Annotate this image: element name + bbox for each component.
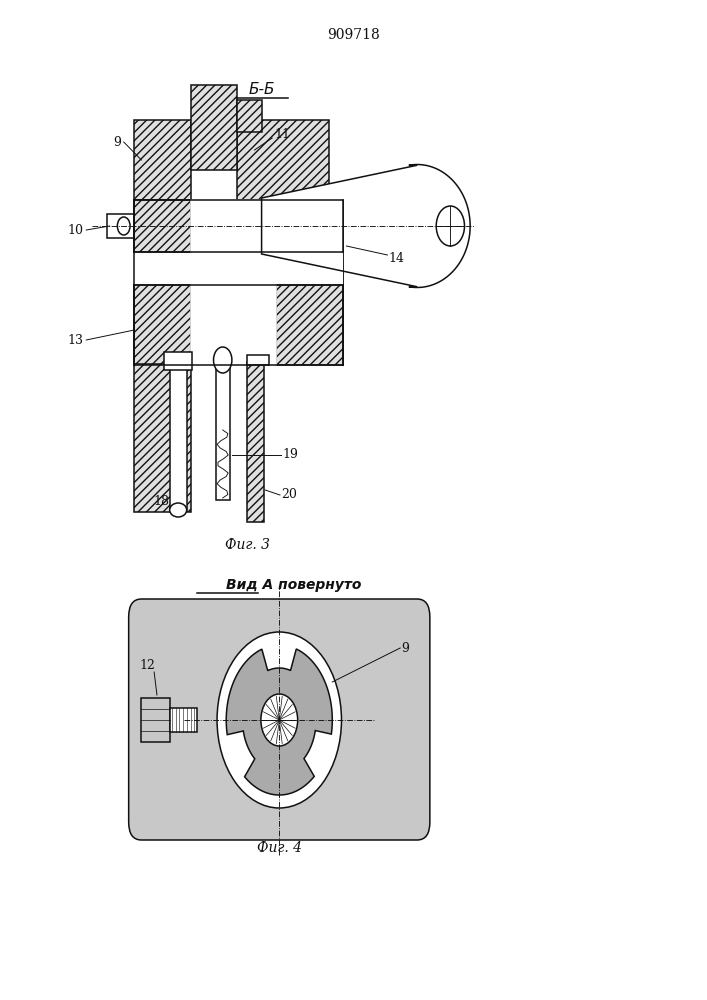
Bar (134, 120, 191, 200)
Circle shape (436, 206, 464, 246)
Bar (170, 365, 187, 510)
Bar (237, 100, 262, 132)
Polygon shape (226, 649, 332, 795)
Bar (107, 214, 134, 238)
Bar (191, 285, 276, 365)
Bar (134, 200, 191, 252)
Bar (276, 200, 343, 252)
Text: 20: 20 (281, 488, 297, 502)
Polygon shape (262, 165, 470, 287)
Bar (170, 708, 197, 732)
Circle shape (261, 694, 298, 746)
Text: Вид А повернуто: Вид А повернуто (226, 578, 361, 592)
Text: 909718: 909718 (327, 28, 380, 42)
Text: Фиг. 3: Фиг. 3 (225, 538, 270, 552)
Circle shape (214, 347, 232, 373)
Text: 12: 12 (139, 659, 155, 672)
Bar (191, 200, 276, 252)
Bar (216, 365, 230, 500)
Text: 11: 11 (274, 128, 291, 141)
Bar (134, 285, 191, 365)
Text: 9: 9 (114, 135, 122, 148)
Text: Б-Б: Б-Б (248, 83, 275, 98)
Text: 19: 19 (283, 448, 298, 462)
Text: 9: 9 (402, 642, 409, 654)
Text: 18: 18 (153, 495, 169, 508)
Bar (247, 355, 269, 365)
Bar (191, 85, 237, 170)
Bar (134, 364, 191, 512)
Text: 14: 14 (389, 251, 405, 264)
Circle shape (217, 632, 341, 808)
FancyBboxPatch shape (129, 599, 430, 840)
Bar (164, 352, 192, 370)
Text: 10: 10 (67, 224, 83, 236)
Bar (141, 698, 170, 742)
Ellipse shape (170, 503, 187, 517)
Bar (276, 285, 343, 365)
Circle shape (117, 217, 130, 235)
Bar (247, 362, 264, 522)
Text: 13: 13 (67, 334, 83, 347)
Text: Фиг. 4: Фиг. 4 (257, 841, 302, 855)
Bar (237, 120, 329, 200)
